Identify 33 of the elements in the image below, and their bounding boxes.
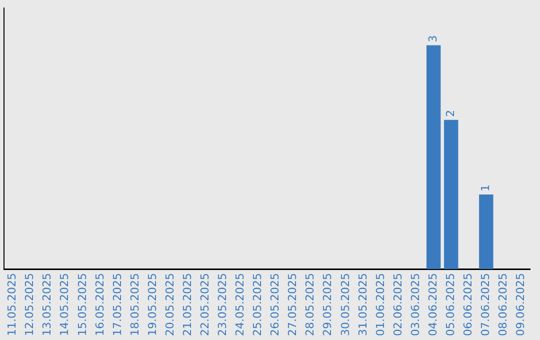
x-tick-label: 18.05.2025 [128, 273, 142, 336]
x-tick-label: 13.05.2025 [40, 273, 54, 336]
x-tick-label: 19.05.2025 [146, 273, 159, 336]
x-tick-label: 30.05.2025 [338, 273, 352, 336]
x-tick-label: 11.05.2025 [6, 273, 19, 336]
x-tick-label: 24.05.2025 [234, 273, 247, 336]
x-tick-label: 22.05.2025 [198, 273, 212, 336]
x-tick-label: 23.05.2025 [216, 273, 230, 336]
data-label: 2 [444, 110, 457, 117]
x-tick-label: 05.06.2025 [444, 273, 457, 336]
x-tick-label: 14.05.2025 [58, 273, 72, 336]
x-tick-label: 25.05.2025 [251, 273, 264, 336]
x-tick-label: 06.06.2025 [461, 273, 474, 336]
x-tick-label: 21.05.2025 [180, 273, 194, 336]
x-tick-label: 07.06.2025 [479, 273, 492, 336]
x-tick-label: 09.06.2025 [514, 273, 528, 336]
x-tick-label: 04.06.2025 [426, 273, 440, 336]
x-tick-label: 28.05.2025 [304, 273, 317, 336]
x-tick-label: 26.05.2025 [268, 273, 282, 336]
x-tick-label: 16.05.2025 [93, 273, 106, 336]
x-tick-label: 15.05.2025 [76, 273, 89, 336]
x-tick-label: 12.05.2025 [23, 273, 36, 336]
data-label: 3 [426, 35, 440, 42]
x-tick-label: 01.06.2025 [374, 273, 387, 336]
x-tick-label: 17.05.2025 [110, 273, 124, 336]
x-tick-label: 02.06.2025 [391, 273, 404, 336]
x-tick-label: 20.05.2025 [163, 273, 176, 336]
x-tick-label: 08.06.2025 [496, 273, 510, 336]
x-tick-label: 03.06.2025 [408, 273, 422, 336]
x-tick-label: 31.05.2025 [356, 273, 370, 336]
x-tick-label: 27.05.2025 [286, 273, 300, 336]
data-label: 1 [479, 184, 492, 192]
x-tick-label: 29.05.2025 [321, 273, 334, 336]
